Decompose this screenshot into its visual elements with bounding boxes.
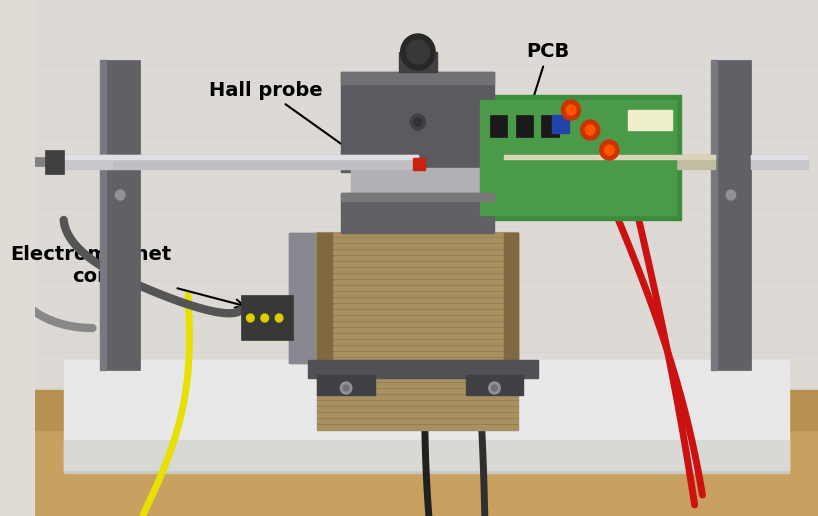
Bar — [475, 95, 681, 220]
Circle shape — [410, 114, 425, 130]
Circle shape — [414, 118, 422, 126]
Bar — [504, 155, 715, 169]
Bar — [111, 155, 418, 159]
Bar — [341, 72, 494, 84]
Circle shape — [115, 190, 125, 200]
Bar — [64, 360, 789, 470]
Bar — [317, 233, 519, 363]
Bar — [317, 233, 332, 363]
Bar — [711, 60, 717, 370]
Bar — [100, 60, 140, 370]
Bar — [64, 465, 789, 473]
Circle shape — [586, 125, 595, 135]
Circle shape — [401, 34, 435, 70]
Bar — [351, 168, 485, 193]
Bar — [341, 193, 494, 233]
Bar — [552, 115, 569, 133]
Bar — [35, 0, 818, 390]
Text: Hall probe: Hall probe — [209, 81, 358, 156]
Bar — [35, 420, 818, 516]
Bar — [289, 233, 519, 363]
Bar — [240, 295, 294, 340]
Bar — [398, 52, 437, 72]
Bar — [490, 115, 507, 137]
Circle shape — [566, 105, 576, 115]
Circle shape — [246, 314, 254, 322]
Circle shape — [275, 314, 283, 322]
Text: PCB: PCB — [516, 42, 569, 149]
Bar — [49, 155, 111, 169]
Circle shape — [726, 190, 735, 200]
Bar — [44, 150, 64, 174]
Bar — [317, 360, 519, 430]
Circle shape — [261, 314, 268, 322]
Circle shape — [561, 100, 581, 120]
Bar — [504, 233, 519, 363]
Bar — [100, 60, 106, 370]
Bar — [317, 375, 375, 395]
Bar — [751, 155, 808, 159]
Circle shape — [340, 382, 352, 394]
Bar — [341, 72, 494, 172]
Bar — [64, 440, 789, 470]
Bar — [751, 155, 808, 169]
Bar — [465, 375, 524, 395]
Bar — [628, 110, 672, 130]
Bar — [711, 60, 751, 370]
Bar — [308, 360, 537, 378]
Circle shape — [600, 140, 619, 160]
Bar — [413, 158, 425, 170]
Circle shape — [488, 382, 500, 394]
Bar — [515, 115, 533, 137]
Bar — [35, 390, 818, 430]
Bar — [341, 193, 494, 201]
Bar — [289, 233, 317, 363]
Circle shape — [581, 120, 600, 140]
Circle shape — [344, 385, 349, 391]
Bar — [542, 115, 559, 137]
Bar — [504, 155, 715, 159]
Circle shape — [407, 40, 429, 64]
Bar — [49, 155, 111, 159]
Text: Electromagnet
coil: Electromagnet coil — [11, 245, 244, 308]
Bar — [480, 100, 676, 215]
Bar — [111, 155, 418, 169]
Circle shape — [605, 145, 614, 155]
Circle shape — [492, 385, 497, 391]
